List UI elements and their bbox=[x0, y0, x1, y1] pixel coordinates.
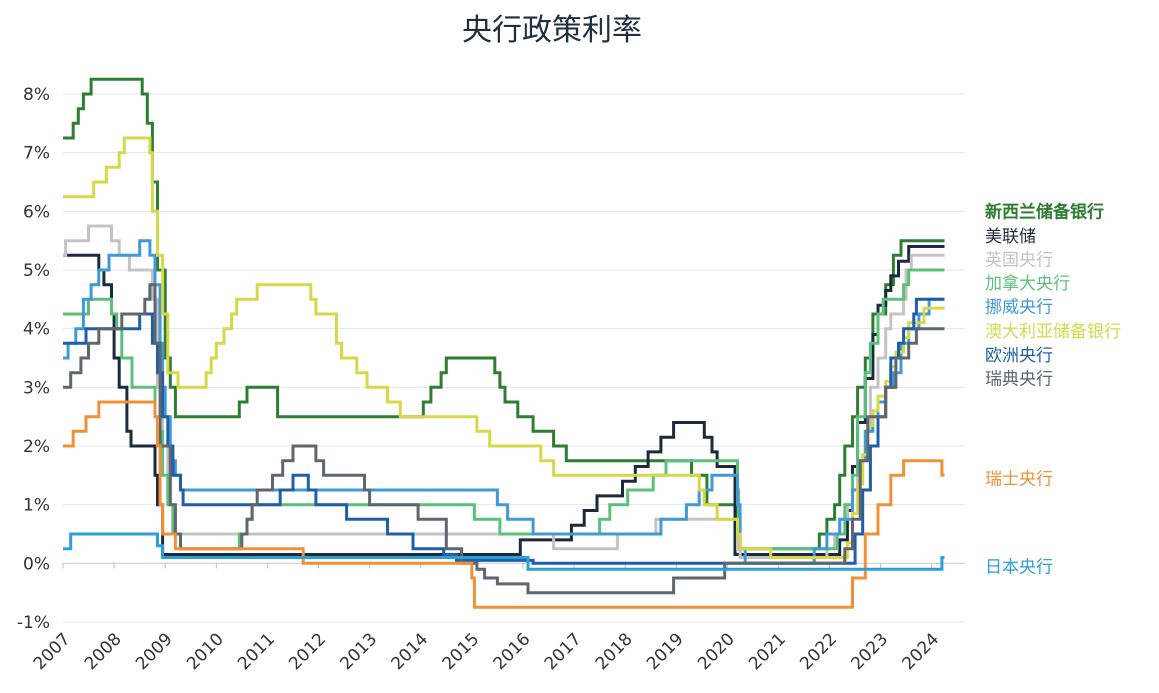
legend-label: 挪威央行 bbox=[985, 297, 1053, 317]
y-tick-label: 7% bbox=[23, 144, 50, 164]
x-tick-label: 2017 bbox=[541, 629, 586, 674]
x-tick-label: 2009 bbox=[132, 629, 177, 674]
legend-label: 澳大利亚储备银行 bbox=[985, 322, 1121, 342]
x-tick-label: 2014 bbox=[388, 629, 433, 674]
x-tick-label: 2016 bbox=[490, 629, 535, 674]
gridlines bbox=[63, 93, 965, 623]
x-tick-label: 2021 bbox=[745, 629, 790, 674]
y-tick-label: 0% bbox=[23, 554, 50, 574]
legend-label: 欧洲央行 bbox=[985, 346, 1053, 366]
y-axis-ticks: 8% 7% 6% 5% 4% 3% 2% 1% 0% -1% bbox=[17, 85, 50, 633]
series-line-7 bbox=[63, 283, 945, 595]
legend-label: 加拿大央行 bbox=[985, 273, 1070, 294]
x-tick-label: 2008 bbox=[81, 629, 126, 674]
legend-label: 瑞典央行 bbox=[985, 370, 1053, 390]
chart-title: 央行政策利率 bbox=[462, 13, 642, 48]
series-lines bbox=[63, 77, 945, 609]
series-line-3 bbox=[63, 268, 945, 551]
x-tick-label: 2022 bbox=[796, 629, 841, 674]
x-tick-label: 2013 bbox=[336, 629, 381, 674]
series-line-0 bbox=[63, 77, 945, 551]
x-tick-label: 2024 bbox=[899, 629, 944, 674]
legend-label: 日本央行 bbox=[985, 557, 1053, 577]
x-tick-label: 2012 bbox=[285, 629, 330, 674]
series-line-6 bbox=[63, 297, 945, 565]
x-tick-label: 2015 bbox=[439, 629, 484, 674]
series-line-1 bbox=[63, 245, 945, 556]
legend-label: 美联储 bbox=[985, 227, 1036, 247]
y-tick-label: 2% bbox=[23, 437, 50, 457]
y-tick-label: -1% bbox=[17, 613, 50, 633]
x-axis-ticks: 2007 2008 2009 2010 2011 2012 2013 2014 2015 2016… bbox=[30, 563, 943, 674]
y-tick-label: 1% bbox=[23, 496, 50, 516]
y-tick-label: 8% bbox=[23, 85, 50, 105]
legend: 新西兰储备银行美联储英国央行加拿大央行挪威央行澳大利亚储备银行欧洲央行瑞典央行瑞… bbox=[985, 201, 1121, 577]
y-tick-label: 4% bbox=[23, 320, 50, 340]
x-tick-label: 2010 bbox=[183, 629, 228, 674]
x-tick-label: 2019 bbox=[643, 629, 688, 674]
legend-label: 新西兰储备银行 bbox=[985, 201, 1104, 222]
x-tick-label: 2023 bbox=[847, 629, 892, 674]
series-line-5 bbox=[63, 136, 945, 559]
y-tick-label: 3% bbox=[23, 378, 50, 398]
y-tick-label: 5% bbox=[23, 261, 50, 281]
series-line-9 bbox=[63, 532, 945, 571]
legend-label: 英国央行 bbox=[985, 250, 1053, 270]
legend-label: 瑞士央行 bbox=[985, 469, 1053, 489]
x-tick-label: 2018 bbox=[592, 629, 637, 674]
x-tick-label: 2007 bbox=[30, 629, 75, 674]
y-tick-label: 6% bbox=[23, 202, 50, 222]
x-tick-label: 2011 bbox=[234, 629, 279, 674]
x-tick-label: 2020 bbox=[694, 629, 739, 674]
